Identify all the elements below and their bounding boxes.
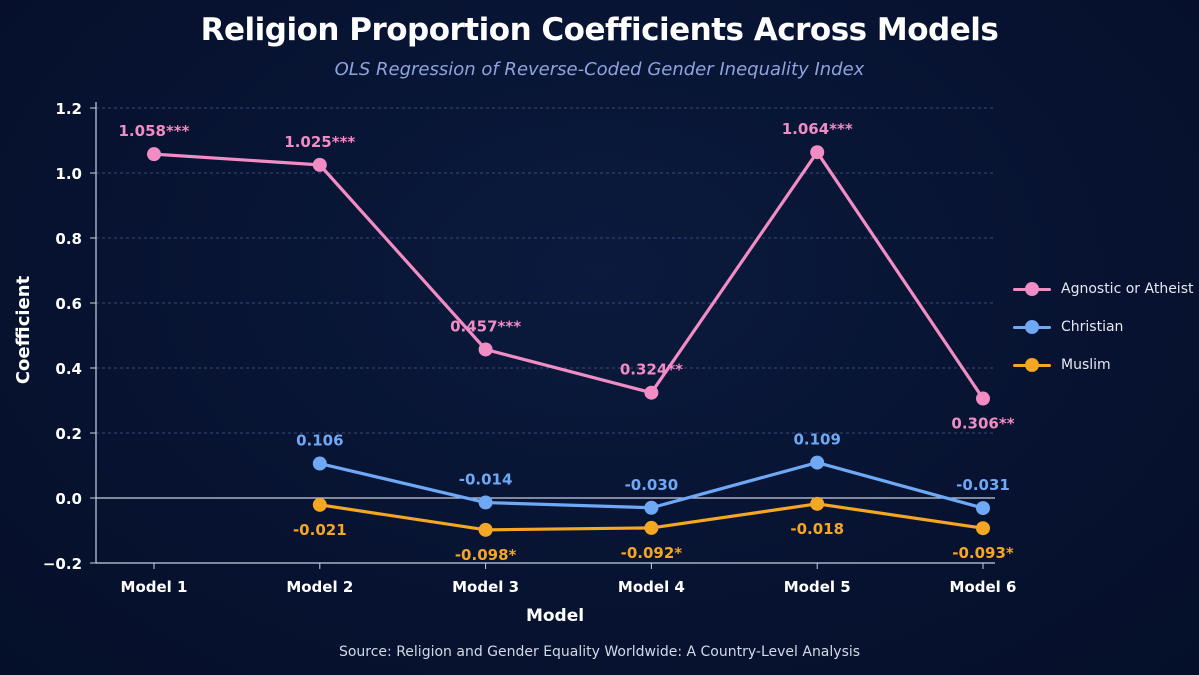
data-point: [478, 495, 493, 510]
data-point: [810, 145, 825, 160]
data-label: -0.021: [293, 521, 347, 539]
data-point: [976, 391, 990, 406]
data-label: -0.018: [790, 520, 844, 538]
x-tick-label: Model 1: [121, 578, 188, 596]
data-point: [976, 501, 990, 516]
legend-marker: [1025, 320, 1039, 334]
data-point: [312, 456, 327, 471]
legend-item-christian: Christian: [1013, 308, 1193, 346]
data-label: 1.058***: [119, 122, 190, 140]
data-point: [644, 500, 659, 515]
data-label: 0.306**: [951, 415, 1014, 433]
x-tick-label: Model 4: [618, 578, 685, 596]
data-point: [478, 342, 493, 357]
data-label: 1.064***: [782, 120, 853, 138]
x-axis-label: Model: [526, 606, 584, 626]
data-label: 0.109: [793, 431, 840, 449]
source-note: Source: Religion and Gender Equality Wor…: [338, 644, 861, 660]
chart-subtitle: OLS Regression of Reverse-Coded Gender I…: [334, 59, 865, 80]
series-lines: [147, 145, 990, 537]
legend-marker: [1025, 358, 1039, 372]
y-tick-label: −0.2: [43, 555, 82, 573]
y-tick-label: 0.8: [55, 230, 82, 248]
x-tick-label: Model 2: [286, 578, 353, 596]
y-tick-label: 1.0: [55, 165, 82, 183]
data-label: -0.093*: [952, 544, 1014, 562]
data-point: [810, 496, 825, 511]
y-tick-label: 0.0: [55, 490, 82, 508]
data-point: [644, 520, 659, 535]
data-label: 1.025***: [284, 133, 355, 151]
data-point: [312, 497, 327, 512]
legend-label: Christian: [1061, 319, 1124, 335]
data-point: [478, 522, 493, 537]
data-point: [147, 147, 161, 162]
legend-swatch: [1013, 279, 1051, 299]
data-labels: 1.058*** 1.025*** 0.457*** 0.324** 1.064*** 0…: [119, 120, 1015, 564]
legend: Agnostic or Atheist Christian Muslim: [1013, 270, 1193, 384]
legend-swatch: [1013, 317, 1051, 337]
data-point: [810, 455, 825, 470]
y-tick-label: 0.4: [55, 360, 82, 378]
y-tick-label: 0.2: [55, 425, 82, 443]
data-point: [644, 385, 659, 400]
grid-lines: [96, 107, 995, 499]
data-label: -0.014: [459, 471, 513, 489]
series-line: [153, 150, 985, 400]
legend-label: Agnostic or Atheist: [1061, 281, 1194, 297]
legend-item-agnostic: Agnostic or Atheist: [1013, 270, 1193, 308]
x-tick-label: Model 6: [950, 578, 1017, 596]
legend-marker: [1025, 282, 1039, 296]
data-label: 0.324**: [620, 361, 683, 379]
y-tick-label: 0.6: [55, 295, 82, 313]
x-tick-label: Model 3: [452, 578, 519, 596]
data-label: 0.457***: [450, 317, 521, 335]
y-axis-label: Coefficient: [13, 275, 34, 384]
data-label: -0.030: [625, 476, 679, 494]
data-label: -0.092*: [621, 544, 683, 562]
data-label: -0.031: [956, 476, 1010, 494]
chart-title: Religion Proportion Coefficients Across …: [200, 12, 999, 48]
data-label: -0.098*: [455, 546, 517, 564]
legend-item-muslim: Muslim: [1013, 346, 1193, 384]
x-tick-label: Model 5: [784, 578, 851, 596]
legend-label: Muslim: [1061, 357, 1111, 373]
data-point: [976, 521, 990, 536]
data-point: [312, 157, 327, 172]
y-tick-label: 1.2: [55, 100, 82, 118]
legend-swatch: [1013, 355, 1051, 375]
data-label: 0.106: [296, 432, 343, 450]
axes: −0.2 0.0 0.2 0.4 0.6 0.8 1.0 1.2 Model 1 Model 2 M…: [43, 100, 1017, 596]
